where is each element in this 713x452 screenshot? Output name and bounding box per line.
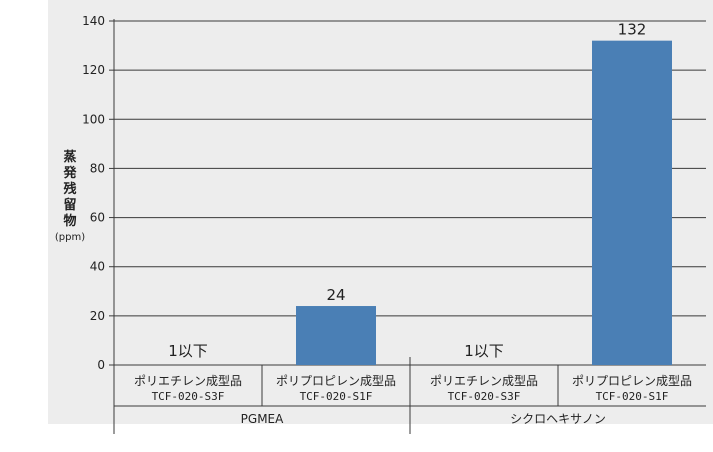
bar (592, 40, 672, 366)
category-code-label: TCF-020-S1F (596, 390, 669, 403)
y-tick-label: 40 (90, 260, 105, 274)
category-name-label: ポリエチレン成型品 (430, 374, 538, 388)
category-code-label: TCF-020-S1F (300, 390, 373, 403)
y-axis-label: 蒸 発 残 留 物 (ppm) (52, 150, 88, 246)
y-tick-label: 0 (97, 358, 105, 372)
y-tick-label: 20 (90, 309, 105, 323)
group-label: シクロヘキサノン (510, 412, 606, 426)
category-name-label: ポリプロピレン成型品 (276, 374, 396, 388)
y-axis-label-char: 発 (63, 166, 77, 181)
y-axis-label-char: 留 (63, 198, 77, 213)
group-label: PGMEA (241, 412, 284, 426)
y-axis-unit: (ppm) (54, 232, 86, 243)
category-code-label: TCF-020-S3F (152, 390, 225, 403)
category-name-label: ポリプロピレン成型品 (572, 374, 692, 388)
data-label: 1以下 (168, 342, 208, 360)
category-code-label: TCF-020-S3F (448, 390, 521, 403)
category-name-label: ポリエチレン成型品 (134, 374, 242, 388)
bar (296, 306, 376, 365)
data-label: 24 (326, 286, 345, 304)
y-tick-label: 140 (82, 14, 105, 28)
y-axis-label-char: 蒸 (63, 150, 77, 165)
y-tick-label: 80 (90, 161, 105, 175)
data-label: 132 (618, 21, 647, 39)
y-tick-label: 60 (90, 211, 105, 225)
y-axis-label-char: 物 (63, 214, 77, 229)
y-tick-label: 120 (82, 63, 105, 77)
y-tick-label: 100 (82, 112, 105, 126)
y-axis-label-char: 残 (63, 182, 77, 197)
data-label: 1以下 (464, 342, 504, 360)
